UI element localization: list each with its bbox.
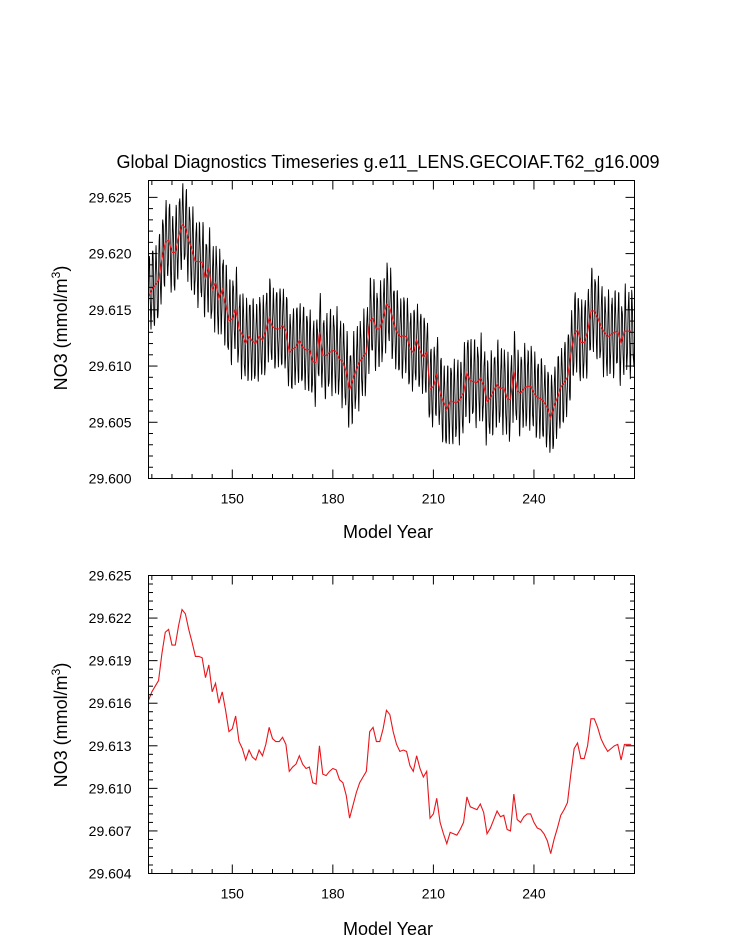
top-y-axis-label-close: ): [51, 266, 71, 272]
bottom-y-tick-label: 29.619: [89, 653, 132, 669]
top-plot-area: [148, 183, 635, 453]
top-plot-frame: [148, 180, 635, 479]
bottom-y-tick-label: 29.625: [89, 568, 132, 584]
bottom-y-axis-label-main: NO3 (mmol/m: [51, 675, 71, 787]
top-y-tick-label: 29.610: [89, 358, 132, 374]
bottom-y-tick-label: 29.613: [89, 738, 132, 754]
bottom-y-axis-label: NO3 (mmol/m3): [49, 663, 71, 788]
top-panel: 150 180 210 240 29.600 29.605 29.610 29.615 29.6…: [49, 180, 635, 542]
top-y-tick-label: 29.605: [89, 414, 132, 430]
chart-title: Global Diagnostics Timeseries g.e11_LENS…: [117, 152, 660, 173]
top-y-axis-label: NO3 (mmol/m3): [49, 266, 71, 391]
top-annual-series-line: [148, 223, 632, 420]
bottom-plot-area: [148, 608, 632, 854]
bottom-x-tick-label: 210: [422, 886, 446, 902]
top-y-tick-label: 29.620: [89, 246, 132, 262]
bottom-x-tick-label: 150: [221, 886, 245, 902]
bottom-x-tick-label: 180: [321, 886, 345, 902]
top-y-tick-label: 29.600: [89, 471, 132, 487]
bottom-axis-ticks: 150 180 210 240 29.604 29.607 29.610 29.613 29.6…: [89, 568, 635, 902]
top-y-tick-label: 29.615: [89, 302, 132, 318]
bottom-y-tick-label: 29.622: [89, 610, 132, 626]
bottom-y-tick-label: 29.616: [89, 695, 132, 711]
top-axis-ticks: 150 180 210 240 29.600 29.605 29.610 29.615 29.6…: [89, 180, 635, 507]
bottom-annual-series-line: [148, 608, 632, 854]
bottom-x-axis-label: Model Year: [343, 919, 433, 939]
top-monthly-series-line: [148, 183, 635, 453]
bottom-panel: 150 180 210 240 29.604 29.607 29.610 29.613 29.6…: [49, 568, 635, 939]
top-y-tick-label: 29.625: [89, 189, 132, 205]
bottom-y-tick-label: 29.610: [89, 780, 132, 796]
bottom-y-axis-label-close: ): [51, 663, 71, 669]
bottom-y-tick-label: 29.604: [89, 866, 132, 882]
top-x-tick-label: 210: [422, 491, 446, 507]
top-y-axis-label-sup: 3: [49, 271, 63, 278]
top-x-tick-label: 240: [522, 491, 546, 507]
top-x-tick-label: 180: [321, 491, 345, 507]
bottom-y-axis-label-sup: 3: [49, 668, 63, 675]
top-x-axis-label: Model Year: [343, 522, 433, 542]
bottom-plot-frame: [148, 575, 635, 874]
top-x-tick-label: 150: [221, 491, 245, 507]
top-y-axis-label-main: NO3 (mmol/m: [51, 278, 71, 390]
bottom-x-tick-label: 240: [522, 886, 546, 902]
bottom-y-tick-label: 29.607: [89, 823, 132, 839]
